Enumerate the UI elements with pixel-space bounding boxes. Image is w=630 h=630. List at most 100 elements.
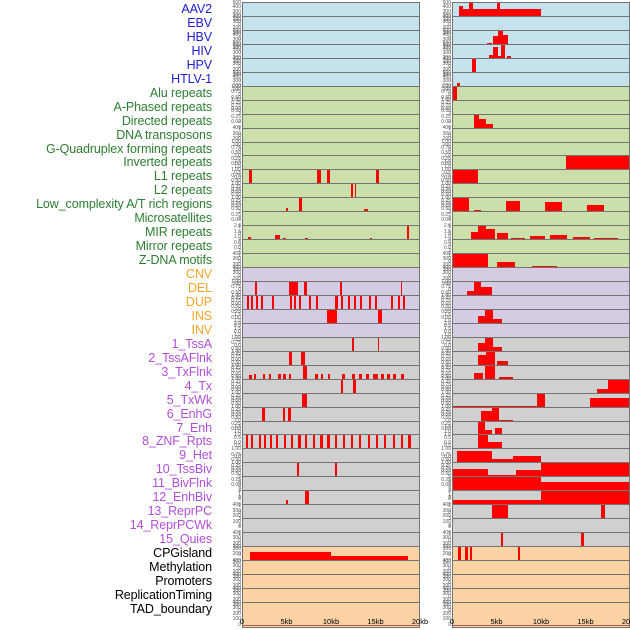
track-bar	[468, 3, 474, 26]
track-bar	[288, 282, 298, 305]
ytick-label: 2	[238, 523, 241, 530]
track-bar	[299, 295, 302, 319]
ytick-label: 300	[442, 36, 451, 43]
ytick-label: 1.00	[441, 167, 451, 174]
track-bar	[359, 435, 362, 459]
ytick-label: 1.00	[231, 83, 241, 90]
ytick-label: 0.50	[441, 206, 451, 213]
ytick-label: 4	[238, 478, 241, 485]
ytick-label: 300	[232, 535, 241, 542]
ytick-label: 1.00	[231, 334, 241, 341]
ytick-label: 1.00	[231, 348, 241, 355]
track-label-g-quadruplex-forming-repeats: G-Quadruplex forming repeats	[45, 141, 212, 156]
track-bar	[354, 184, 357, 208]
ytick-label: 100	[442, 546, 451, 553]
ytick-label: 100	[442, 72, 451, 79]
ytick-label: 1.00	[441, 278, 451, 285]
ytick-label: 0.75	[231, 284, 241, 291]
ytick-label: 0.25	[231, 211, 241, 218]
ytick-label: 3	[448, 111, 451, 118]
ytick-label: 1.00	[231, 404, 241, 411]
ytick-label: 300	[442, 563, 451, 570]
track-bar	[301, 393, 307, 417]
ytick-label: 0.25	[231, 379, 241, 385]
ytick-label: 100	[442, 17, 451, 24]
track-bar	[351, 184, 353, 208]
ytick-label: 200	[442, 24, 451, 31]
track-bar	[367, 435, 371, 459]
ytick-label: 0.5	[234, 323, 241, 330]
ytick-label: 0.00	[441, 189, 451, 196]
ytick-label: 0.50	[231, 387, 241, 394]
ytick-label: 1	[448, 126, 451, 133]
ytick-label: 0.00	[231, 384, 241, 391]
ytick-label: 0.50	[231, 178, 241, 185]
ytick-label: 0.5	[234, 169, 241, 176]
ytick-label: 0.00	[231, 300, 241, 307]
track-bar	[340, 379, 344, 403]
ytick-label: 0.75	[231, 368, 241, 374]
ytick-label: 0.0	[234, 175, 241, 182]
ytick-label: 0.25	[231, 113, 241, 120]
ytick-label: 0.75	[441, 409, 451, 416]
ytick-label: 500	[232, 0, 241, 6]
track-label-2-tssaflnk: 2_TssAFlnk	[148, 350, 212, 365]
ytick-label: 0.00	[441, 356, 451, 363]
ytick-label: 100	[442, 267, 451, 274]
track-label-l2-repeats: L2 repeats	[153, 183, 212, 198]
ytick-label: 400	[232, 13, 241, 20]
track-bar	[250, 295, 254, 319]
track-bar	[497, 30, 504, 54]
ytick-label: 0.75	[441, 465, 451, 472]
ytick-label: 200	[232, 540, 241, 547]
ytick-label: 0.00	[231, 482, 241, 489]
ytick-label: 0.0	[234, 342, 241, 349]
ytick-label: 1.0	[234, 234, 241, 240]
ytick-label: 0.5	[444, 434, 451, 441]
ytick-label: 3	[448, 209, 451, 216]
track-bar	[351, 435, 354, 459]
ytick-label: 0.75	[231, 395, 241, 402]
track-bar	[304, 491, 309, 515]
ytick-label: 0	[448, 91, 451, 98]
ytick-label: 0.50	[441, 387, 451, 394]
track-bar	[254, 282, 257, 305]
ytick-label: 400	[442, 4, 451, 11]
ytick-label: 1.0	[444, 432, 451, 439]
track-bar	[262, 407, 266, 431]
track-bar	[500, 533, 503, 557]
track-bar	[246, 295, 249, 319]
track-bar	[486, 228, 496, 250]
ytick-label: 1.00	[231, 97, 241, 104]
track-bar	[493, 47, 498, 68]
ytick-label: 0.50	[231, 192, 241, 199]
ytick-label: 0	[448, 510, 451, 517]
ytick-label: 0.25	[441, 392, 451, 399]
track-bar	[326, 309, 337, 333]
ytick-label: 0	[238, 77, 241, 84]
ytick-label: 0.25	[441, 379, 451, 385]
ytick-label: 400	[442, 585, 451, 592]
track-bar	[260, 295, 263, 319]
ytick-label: 400	[232, 571, 241, 578]
ytick-label: 1.5	[444, 312, 451, 319]
ytick-label: 0.25	[231, 420, 241, 427]
track-bar	[469, 547, 472, 571]
track-bar	[353, 295, 357, 319]
track-bar	[484, 337, 494, 361]
track-tad-boundary[interactable]	[452, 601, 630, 628]
ytick-label: 1.00	[231, 376, 241, 383]
ytick-label: 0.50	[441, 359, 451, 366]
ytick-label: 0.25	[231, 309, 241, 316]
track-tad-boundary[interactable]	[242, 601, 420, 628]
track-label-a-phased-repeats: A-Phased repeats	[113, 99, 213, 114]
ytick-label: 100	[442, 518, 451, 525]
ytick-label: 2	[238, 118, 241, 125]
ytick-label: 1.00	[441, 376, 451, 383]
ytick-label: 0.0	[234, 440, 241, 447]
track-label-cpgisland: CPGisland	[153, 546, 212, 561]
ytick-label: 0.00	[441, 468, 451, 475]
ytick-label: 0.25	[231, 155, 241, 162]
ytick-label: 100	[232, 17, 241, 24]
ytick-label: 0.75	[231, 144, 241, 151]
